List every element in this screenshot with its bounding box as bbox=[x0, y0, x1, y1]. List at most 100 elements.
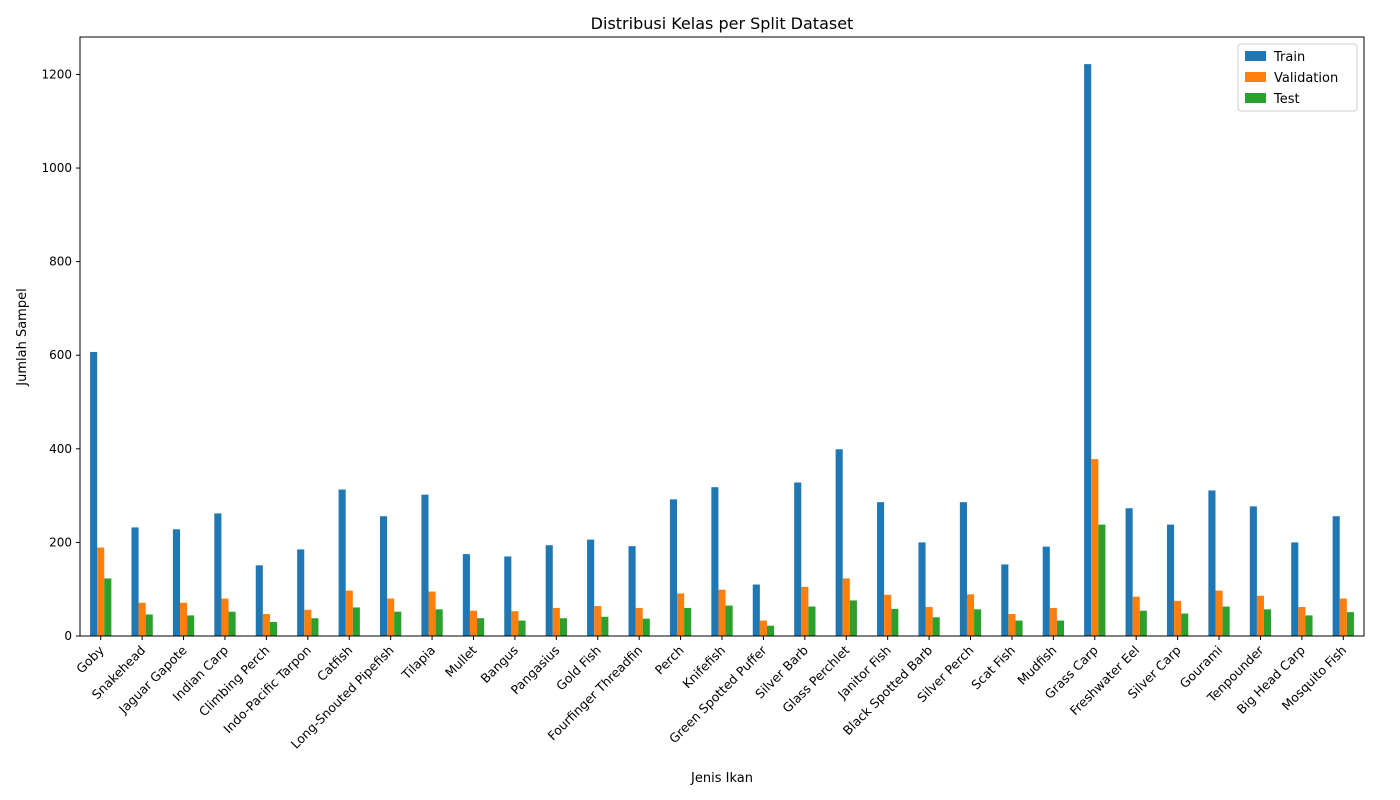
bar-test-17 bbox=[808, 606, 816, 636]
bar-test-29 bbox=[1305, 615, 1313, 636]
bar-test-13 bbox=[642, 618, 650, 636]
bar-train-7 bbox=[380, 516, 388, 636]
bar-validation-29 bbox=[1298, 606, 1306, 636]
bar-test-25 bbox=[1139, 610, 1147, 636]
bar-validation-26 bbox=[1174, 600, 1182, 636]
bar-validation-21 bbox=[966, 594, 975, 636]
bar-train-10 bbox=[504, 556, 512, 636]
bar-validation-2 bbox=[180, 602, 188, 636]
bar-validation-6 bbox=[345, 590, 353, 636]
bar-train-28 bbox=[1249, 506, 1257, 636]
bar-test-28 bbox=[1264, 609, 1272, 636]
bar-train-30 bbox=[1332, 516, 1340, 636]
bar-validation-8 bbox=[428, 591, 436, 636]
bar-test-3 bbox=[228, 611, 236, 636]
bar-validation-12 bbox=[594, 606, 602, 636]
bar-validation-23 bbox=[1049, 607, 1057, 636]
bar-validation-15 bbox=[718, 589, 726, 636]
bar-test-8 bbox=[435, 609, 443, 636]
bar-train-26 bbox=[1166, 524, 1175, 636]
bar-validation-30 bbox=[1339, 598, 1347, 636]
bar-test-12 bbox=[601, 616, 609, 636]
bar-test-7 bbox=[394, 611, 402, 636]
legend-swatch-train bbox=[1245, 51, 1266, 61]
y-tick-label-2: 400 bbox=[49, 442, 72, 456]
bar-train-20 bbox=[918, 542, 926, 636]
bar-train-2 bbox=[172, 529, 180, 636]
bar-test-10 bbox=[518, 620, 526, 636]
bar-validation-22 bbox=[1008, 614, 1016, 636]
bar-train-9 bbox=[462, 554, 470, 636]
bar-validation-28 bbox=[1256, 595, 1264, 636]
bar-test-4 bbox=[269, 621, 278, 636]
bar-validation-25 bbox=[1132, 596, 1140, 636]
legend-swatch-validation bbox=[1245, 72, 1266, 82]
bar-validation-5 bbox=[304, 609, 312, 636]
bar-validation-10 bbox=[511, 611, 519, 636]
x-axis-label: Jenis Ikan bbox=[690, 771, 753, 786]
bar-test-24 bbox=[1098, 524, 1106, 636]
bar-test-11 bbox=[559, 618, 567, 636]
bar-test-14 bbox=[684, 607, 692, 636]
bar-test-0 bbox=[104, 578, 112, 636]
bar-test-27 bbox=[1222, 606, 1230, 636]
bar-train-11 bbox=[545, 545, 553, 636]
bar-train-21 bbox=[959, 502, 967, 636]
bar-validation-17 bbox=[801, 586, 809, 636]
y-axis-label: Jumlah Sampel bbox=[15, 288, 30, 386]
y-tick-label-0: 0 bbox=[64, 629, 72, 643]
legend-swatch-test bbox=[1245, 93, 1266, 103]
y-tick-label-1: 200 bbox=[49, 535, 72, 549]
bar-test-20 bbox=[932, 617, 940, 636]
bar-train-8 bbox=[421, 494, 429, 636]
bar-train-16 bbox=[752, 584, 760, 636]
bar-validation-19 bbox=[884, 594, 892, 636]
bar-train-23 bbox=[1042, 546, 1050, 636]
bar-train-18 bbox=[835, 449, 843, 636]
bar-train-24 bbox=[1084, 64, 1092, 636]
bar-train-29 bbox=[1291, 542, 1299, 636]
legend-label-validation: Validation bbox=[1274, 71, 1338, 86]
bar-test-2 bbox=[187, 615, 195, 636]
bar-train-14 bbox=[669, 499, 678, 636]
legend: Train Validation Test bbox=[1237, 43, 1358, 112]
bar-validation-27 bbox=[1215, 590, 1223, 636]
bar-validation-4 bbox=[262, 614, 270, 636]
bar-train-4 bbox=[255, 565, 263, 636]
legend-label-train: Train bbox=[1273, 50, 1305, 65]
bar-test-22 bbox=[1015, 620, 1023, 636]
bar-test-21 bbox=[974, 609, 982, 636]
legend-box bbox=[1237, 43, 1358, 112]
bar-validation-14 bbox=[677, 593, 685, 636]
bar-test-1 bbox=[145, 614, 153, 636]
y-tick-label-6: 1200 bbox=[41, 67, 72, 81]
bar-test-9 bbox=[477, 618, 485, 636]
y-tick-label-3: 600 bbox=[49, 348, 72, 362]
bar-train-17 bbox=[794, 482, 802, 636]
bar-test-30 bbox=[1346, 612, 1354, 636]
bar-train-15 bbox=[711, 487, 719, 636]
bar-validation-11 bbox=[552, 607, 560, 636]
bar-train-19 bbox=[877, 502, 885, 636]
bar-train-27 bbox=[1208, 490, 1216, 636]
bar-validation-1 bbox=[138, 602, 146, 636]
bar-validation-18 bbox=[842, 578, 850, 636]
bar-train-5 bbox=[297, 549, 305, 636]
bar-validation-24 bbox=[1091, 459, 1099, 636]
bar-train-12 bbox=[587, 539, 595, 636]
bar-train-6 bbox=[338, 489, 346, 636]
bar-test-6 bbox=[352, 607, 360, 636]
bar-validation-3 bbox=[221, 598, 229, 636]
bar-train-0 bbox=[90, 351, 98, 636]
bar-validation-0 bbox=[97, 547, 105, 636]
bar-test-26 bbox=[1181, 613, 1189, 636]
y-tick-label-4: 800 bbox=[49, 255, 72, 269]
bar-test-5 bbox=[311, 618, 319, 636]
bar-validation-7 bbox=[387, 598, 395, 636]
bar-validation-16 bbox=[759, 620, 767, 636]
bar-train-22 bbox=[1001, 564, 1009, 636]
bar-test-23 bbox=[1056, 620, 1064, 636]
y-tick-label-5: 1000 bbox=[41, 161, 72, 175]
